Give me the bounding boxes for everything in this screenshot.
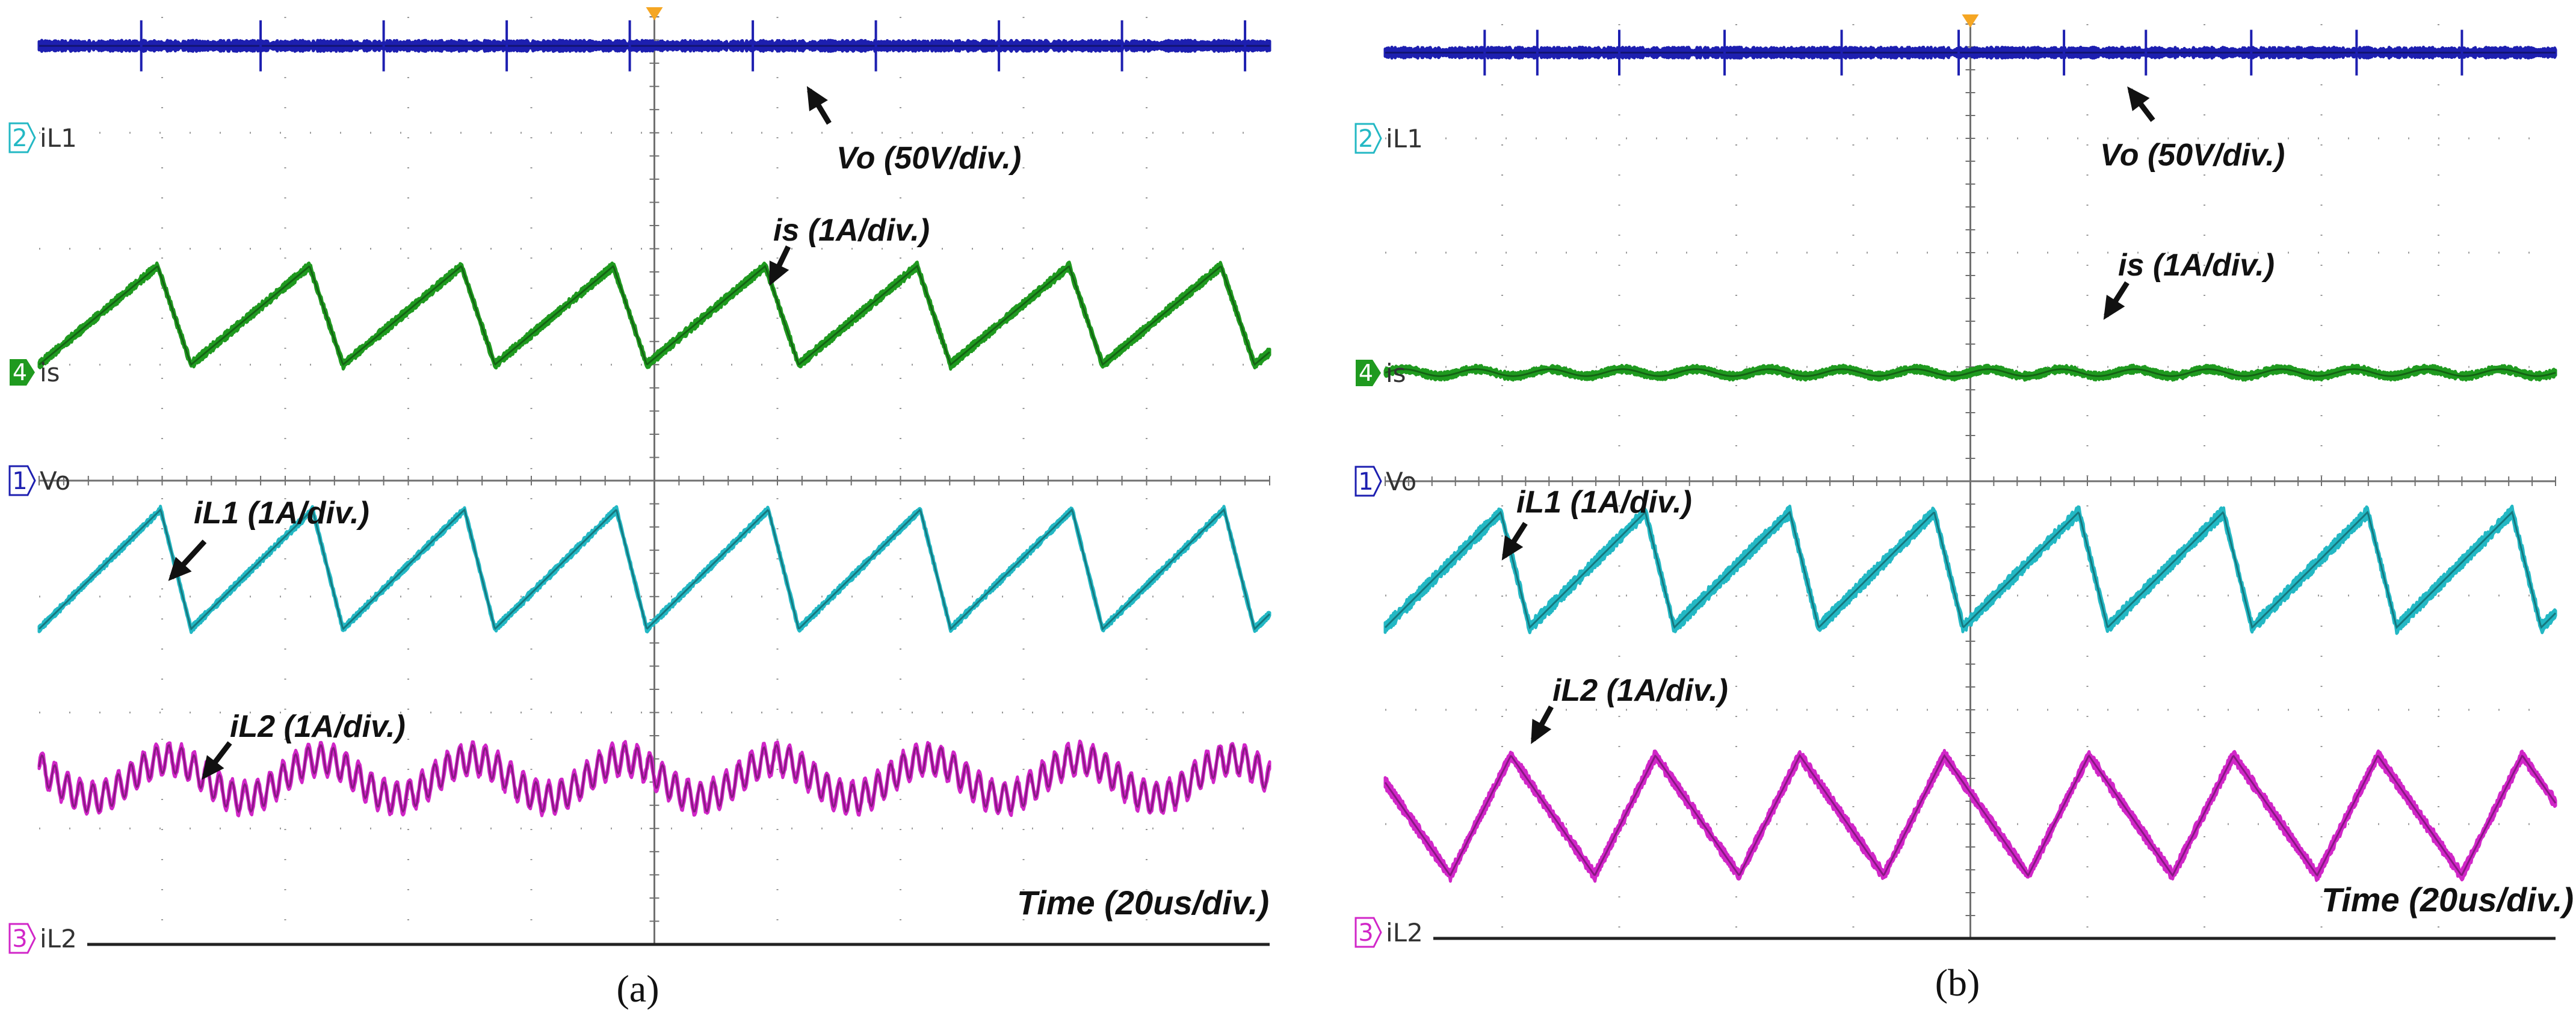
annotation-label: is (1A/div.) [2118, 248, 2275, 283]
trace-band-il2 [1383, 749, 2557, 883]
channel-number: 3 [1358, 919, 1373, 947]
trace-line-is [39, 264, 1270, 366]
annotation-label: iL1 (1A/div.) [194, 496, 369, 531]
trace-band-il1 [1383, 504, 2557, 635]
channel-badge [1354, 466, 1382, 497]
annotation-label: iL2 (1A/div.) [1552, 673, 1728, 708]
trace-band-is [1383, 363, 2557, 382]
trace-band-vo [37, 38, 1271, 53]
annotation-arrow-head [2127, 86, 2150, 111]
channel-name: iL2 [40, 924, 77, 953]
time-division-label: Time (20us/div.) [2321, 881, 2574, 919]
channel-name: iL1 [1386, 124, 1423, 153]
trace-band-is [37, 260, 1271, 371]
channel-number: 3 [12, 925, 27, 953]
channel-badge [10, 359, 35, 386]
channel-name: is [40, 358, 60, 387]
channel-badge [8, 923, 36, 954]
annotation-arrow-head [1531, 719, 1552, 745]
annotation-arrow-head [1501, 535, 1524, 561]
annotation-label: iL1 (1A/div.) [1516, 485, 1692, 520]
trigger-marker [1962, 14, 1979, 28]
channel-marker-il1: 2 iL1 [8, 122, 77, 153]
annotation-il2: iL2 (1A/div.) [1531, 673, 1728, 745]
channel-number: 1 [1358, 468, 1373, 496]
annotation-arrow-head [2103, 295, 2125, 320]
trace-line-il1 [38, 508, 1271, 631]
trace-line-is [1385, 368, 2556, 377]
annotation-il1: iL1 (1A/div.) [168, 496, 369, 581]
channel-name: Vo [40, 466, 70, 496]
time-division-label: Time (20us/div.) [1017, 884, 1269, 922]
channel-marker-vo: 1 Vo [1354, 466, 1416, 497]
annotation-label: is (1A/div.) [773, 213, 930, 248]
channel-badge [1354, 123, 1382, 154]
annotation-vo: Vo (50V/div.) [806, 86, 1021, 176]
scope-panel-b: 1 Vo 4 is 2 iL1 3 iL2 Vo (50V/div.) is (1A/div.) i… [1354, 14, 2574, 1004]
annotation-arrow-head [202, 755, 224, 780]
panel-caption: (a) [616, 967, 659, 1010]
trace-il1 [1383, 504, 2557, 635]
trace-band-il1 [37, 505, 1271, 634]
annotation-is: is (1A/div.) [2103, 248, 2275, 320]
panel-caption: (b) [1935, 961, 1980, 1004]
trace-vo [37, 20, 1271, 72]
channel-name: Vo [1386, 467, 1416, 496]
trace-il1 [37, 505, 1271, 634]
channel-number: 4 [1359, 360, 1373, 386]
annotation-label: Vo (50V/div.) [836, 141, 1021, 176]
annotation-il1: iL1 (1A/div.) [1501, 485, 1692, 561]
annotation-label: Vo (50V/div.) [2100, 138, 2285, 173]
trace-line-il1 [1384, 510, 2557, 629]
channel-number: 4 [13, 359, 27, 386]
trace-il2 [1383, 749, 2557, 883]
channel-marker-is: 4 is [10, 358, 60, 387]
trace-il2 [37, 739, 1271, 817]
channel-marker-il1: 2 iL1 [1354, 123, 1423, 154]
annotation-il2: iL2 (1A/div.) [202, 709, 406, 780]
channel-marker-il2: 3 iL2 [1354, 917, 1423, 948]
channel-badge [1354, 917, 1382, 948]
annotation-label: iL2 (1A/div.) [230, 709, 406, 744]
channel-number: 2 [12, 125, 27, 152]
channel-name: iL2 [1386, 918, 1423, 947]
channel-labels: 1 Vo 4 is 2 iL1 3 iL2 [1354, 123, 1423, 948]
trace-is [1383, 363, 2557, 382]
annotation-arrow-head [769, 260, 789, 286]
trace-band-vo [1383, 45, 2557, 60]
annotation-vo: Vo (50V/div.) [2100, 86, 2285, 173]
grid [1385, 14, 2556, 940]
annotation-arrow-head [168, 556, 192, 581]
channel-badge [8, 465, 36, 496]
channel-badge [1356, 360, 1381, 386]
channel-number: 1 [12, 467, 27, 495]
trace-vo [1383, 29, 2557, 76]
channel-marker-vo: 1 Vo [8, 465, 70, 496]
channel-badge [8, 122, 36, 153]
scope-panel-a: 1 Vo 4 is 2 iL1 3 iL2 Vo (50V/div.) is (1A/div.) i… [8, 7, 1271, 1010]
trace-band-il2 [37, 739, 1271, 817]
channel-marker-il2: 3 iL2 [8, 923, 77, 954]
annotation-arrow-head [806, 86, 828, 111]
trace-line-il2 [38, 743, 1271, 814]
channel-name: is [1386, 359, 1406, 388]
trace-is [37, 260, 1271, 371]
channel-name: iL1 [40, 123, 77, 153]
trace-line-il2 [1384, 754, 2557, 878]
annotation-is: is (1A/div.) [768, 213, 930, 286]
channel-labels: 1 Vo 4 is 2 iL1 3 iL2 [8, 122, 77, 954]
channel-number: 2 [1358, 125, 1373, 153]
channel-marker-is: 4 is [1356, 359, 1406, 388]
trigger-marker [646, 7, 663, 20]
